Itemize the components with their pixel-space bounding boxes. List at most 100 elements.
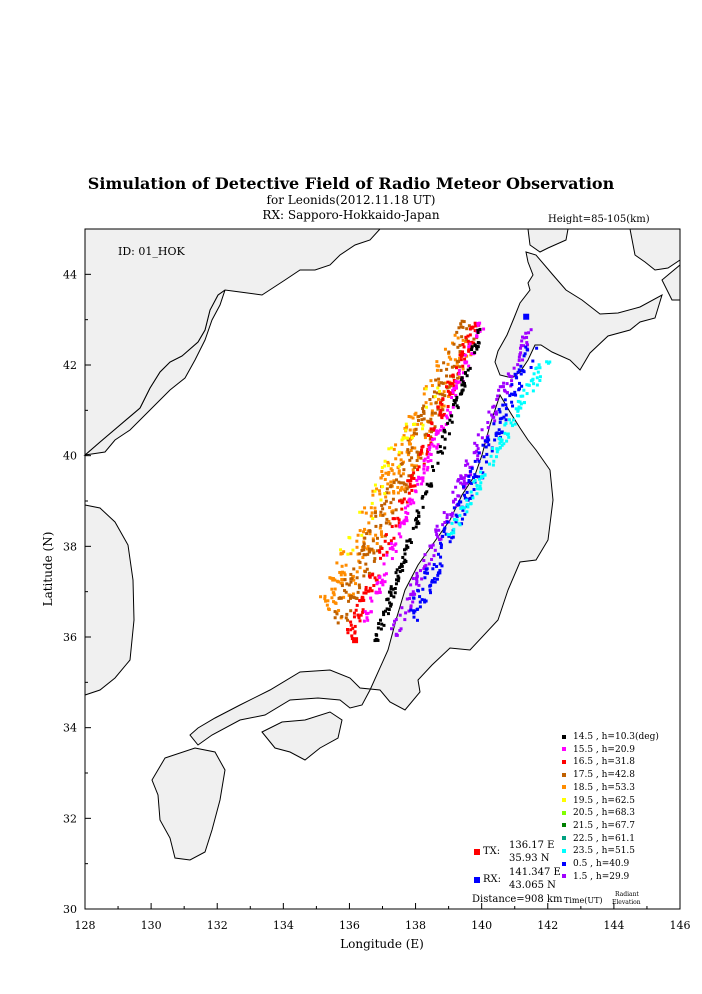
detection-point xyxy=(503,389,507,393)
legend-time: 21.5 , xyxy=(573,820,602,831)
detection-point xyxy=(460,477,464,481)
detection-point xyxy=(491,463,495,467)
legend-elevation: h=29.9 xyxy=(595,871,630,882)
detection-point xyxy=(382,623,386,627)
detection-point xyxy=(421,587,425,591)
detection-point xyxy=(463,353,467,357)
legend-entry: 20.5 , h=68.3 xyxy=(562,807,635,820)
detection-point xyxy=(495,450,499,454)
detection-point xyxy=(459,325,463,329)
detection-point xyxy=(412,501,416,505)
detection-point xyxy=(422,392,426,396)
detection-point xyxy=(401,555,405,559)
detection-point xyxy=(366,545,370,549)
detection-point xyxy=(473,321,477,325)
detection-point xyxy=(371,537,375,541)
detection-point xyxy=(456,381,460,385)
detection-point xyxy=(525,335,529,339)
detection-point xyxy=(496,448,500,452)
detection-point xyxy=(365,532,369,536)
detection-point xyxy=(464,463,468,467)
detection-point xyxy=(346,628,350,632)
detection-point xyxy=(458,513,462,517)
detection-point xyxy=(444,532,448,536)
detection-point xyxy=(429,379,433,383)
detection-point xyxy=(460,335,464,339)
detection-point xyxy=(394,549,398,553)
detection-point xyxy=(468,333,472,337)
detection-point xyxy=(409,593,413,597)
detection-point xyxy=(462,479,466,483)
detection-point xyxy=(452,531,456,535)
detection-point xyxy=(430,580,434,584)
detection-point xyxy=(458,350,462,354)
detection-point xyxy=(459,354,463,358)
legend-time: 18.5 , xyxy=(573,782,602,793)
detection-point xyxy=(467,324,471,328)
detection-point xyxy=(463,496,467,500)
detection-point xyxy=(478,327,482,331)
detection-point xyxy=(405,597,409,601)
detection-point xyxy=(355,539,359,543)
detection-point xyxy=(475,449,479,453)
detection-point xyxy=(421,410,425,414)
detection-point xyxy=(343,573,347,577)
legend-entry: 18.5 , h=53.3 xyxy=(562,782,635,795)
detection-point xyxy=(370,599,374,603)
legend-elevation: h=40.9 xyxy=(595,859,630,869)
detection-point xyxy=(411,484,415,488)
detection-point xyxy=(457,522,461,526)
detection-point xyxy=(461,342,465,346)
detection-point xyxy=(418,452,422,456)
detection-point xyxy=(370,573,374,577)
detection-point xyxy=(500,385,504,389)
detection-point xyxy=(348,536,352,540)
detection-point xyxy=(418,569,422,573)
y-tick-label: 32 xyxy=(63,812,77,825)
detection-point xyxy=(367,521,371,525)
detection-point xyxy=(414,411,418,415)
detection-point xyxy=(413,609,417,613)
detection-point xyxy=(377,622,381,626)
detection-point xyxy=(475,492,479,496)
detection-point xyxy=(453,333,457,337)
detection-point xyxy=(407,609,411,613)
detection-point xyxy=(451,490,455,494)
detection-point xyxy=(472,480,476,484)
x-tick-label: 128 xyxy=(75,919,96,932)
detection-point xyxy=(347,599,351,603)
detection-point xyxy=(519,364,523,368)
detection-point xyxy=(460,352,464,356)
detection-point xyxy=(442,390,446,394)
detection-point xyxy=(545,360,549,364)
detection-point xyxy=(358,619,362,623)
detection-point xyxy=(459,378,463,382)
detection-point xyxy=(446,421,450,425)
detection-point xyxy=(480,428,484,432)
detection-point xyxy=(439,546,443,550)
detection-point xyxy=(409,479,413,483)
detection-point xyxy=(415,509,419,513)
detection-point xyxy=(511,418,515,422)
detection-point xyxy=(501,403,505,407)
detection-point xyxy=(380,578,384,582)
detection-point xyxy=(474,475,478,479)
detection-point xyxy=(330,596,334,600)
detection-point xyxy=(435,360,439,364)
detection-point xyxy=(497,407,501,411)
detection-point xyxy=(373,557,377,561)
legend-swatch-icon xyxy=(562,861,566,866)
detection-point xyxy=(518,387,522,391)
detection-point xyxy=(395,478,399,482)
detection-point xyxy=(440,402,444,406)
detection-point xyxy=(349,552,353,556)
detection-point xyxy=(485,452,489,456)
detection-point xyxy=(393,543,397,547)
detection-point xyxy=(398,570,402,574)
detection-point xyxy=(538,366,542,370)
detection-point xyxy=(366,529,370,533)
detection-point xyxy=(377,549,381,553)
detection-point xyxy=(467,474,471,478)
detection-point xyxy=(356,590,360,594)
detection-point xyxy=(458,365,462,369)
